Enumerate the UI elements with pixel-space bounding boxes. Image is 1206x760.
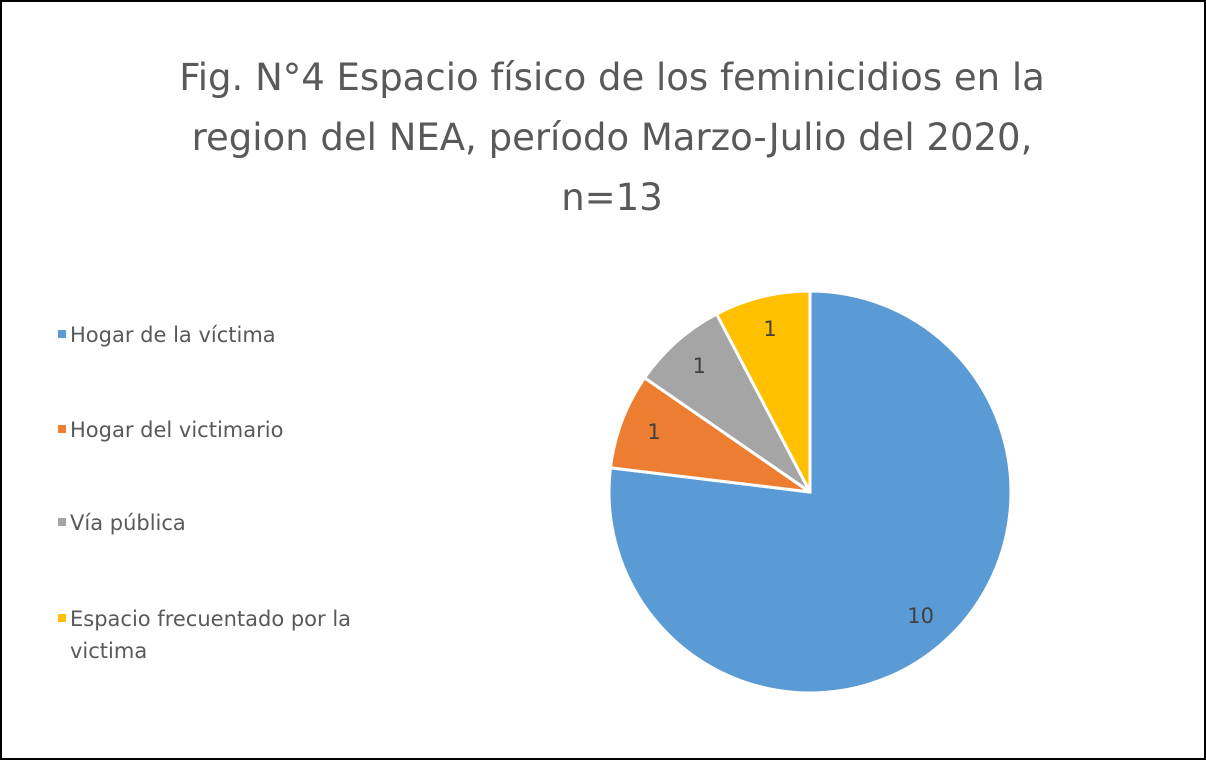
legend-swatch	[58, 614, 66, 622]
data-label: 10	[907, 604, 934, 628]
data-label: 1	[693, 354, 706, 378]
pie-slice	[642, 311, 812, 494]
pie-slice	[714, 289, 812, 493]
data-label: 1	[763, 317, 776, 341]
legend-swatch	[58, 518, 66, 526]
legend-swatch	[58, 425, 66, 433]
legend-swatch	[58, 330, 66, 338]
legend-item: Vía pública	[58, 507, 408, 539]
legend-label: Hogar de la víctima	[70, 323, 276, 347]
legend-item: Hogar de la víctima	[58, 319, 408, 351]
legend-item: Espacio frecuentado por la victima	[58, 603, 408, 667]
legend-label: Espacio frecuentado por la victima	[70, 607, 352, 663]
legend-item: Hogar del victimario	[58, 414, 408, 446]
legend-label: Vía pública	[70, 511, 186, 535]
pie-slice	[608, 375, 811, 494]
chart-title: Fig. N°4 Espacio físico de los feminicid…	[179, 56, 1045, 219]
legend-label: Hogar del victimario	[70, 418, 284, 442]
data-label: 1	[647, 420, 660, 444]
